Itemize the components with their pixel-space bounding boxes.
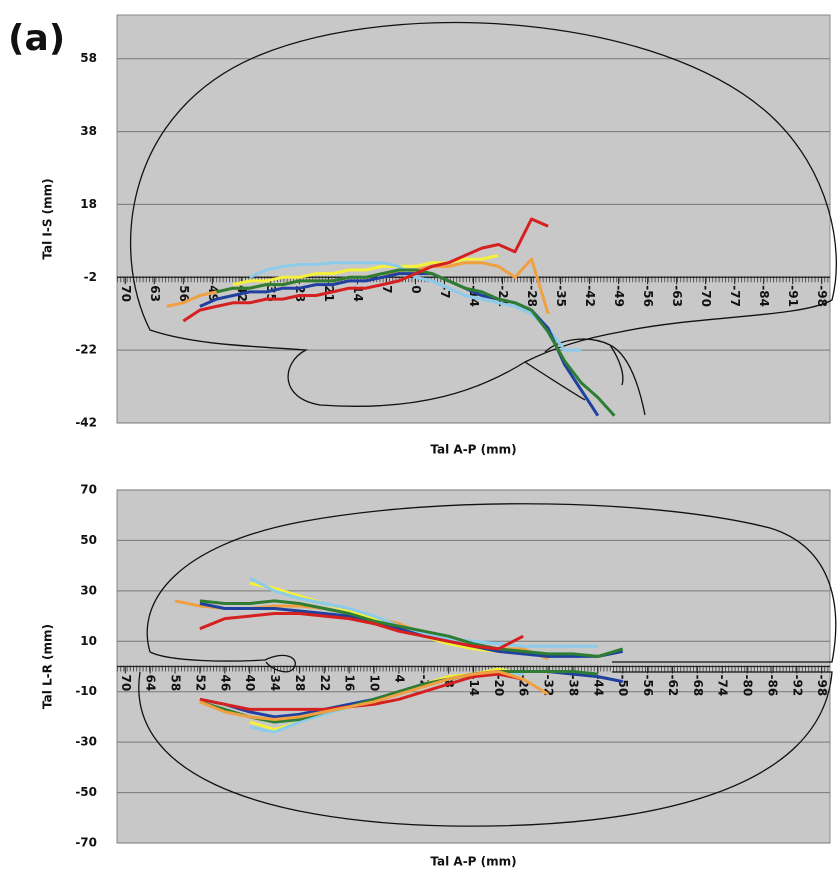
x-tick-label: -14 xyxy=(467,675,481,697)
x-tick-label: 63 xyxy=(148,285,162,302)
y-tick-label: 58 xyxy=(80,51,97,65)
x-tick-label: 40 xyxy=(243,675,257,692)
y-tick-label: -50 xyxy=(75,785,97,799)
x-tick-label: -68 xyxy=(691,675,705,697)
x-tick-label: -98 xyxy=(815,675,829,697)
x-tick-label: 10 xyxy=(368,675,382,692)
x-tick-label: 28 xyxy=(293,675,307,692)
x-tick-label: -84 xyxy=(757,285,771,307)
y-tick-label: -10 xyxy=(75,684,97,698)
axial-upper-outline xyxy=(146,503,837,673)
x-tick-label: 7 xyxy=(380,285,394,293)
x-tick-label: 22 xyxy=(318,675,332,692)
x-tick-label: -92 xyxy=(790,675,804,697)
y-tick-label: 70 xyxy=(80,483,97,497)
y-tick-label: 18 xyxy=(80,197,97,211)
brainstem-outline xyxy=(524,338,646,416)
x-tick-label: 0 xyxy=(409,285,423,293)
y-tick-label: -30 xyxy=(75,735,97,749)
x-tick-label: -91 xyxy=(786,285,800,307)
x-tick-label: -42 xyxy=(583,285,597,307)
y-axis-title: Tal L-R (mm) xyxy=(41,624,55,709)
axial-lower-outline xyxy=(138,671,833,827)
x-tick-label: -56 xyxy=(641,675,655,697)
y-axis-title: Tal I-S (mm) xyxy=(41,178,55,259)
x-tick-label: 16 xyxy=(343,675,357,692)
x-tick-label: 34 xyxy=(268,675,282,692)
data-line xyxy=(249,261,582,352)
data-line xyxy=(199,599,624,658)
x-tick-label: -44 xyxy=(591,675,605,697)
data-line xyxy=(182,217,549,323)
y-tick-label: -2 xyxy=(84,270,97,284)
x-axis-title: Tal A-P (mm) xyxy=(430,443,516,457)
x-tick-label: -86 xyxy=(765,675,779,697)
x-tick-label: 70 xyxy=(119,285,133,302)
y-tick-label: -70 xyxy=(75,836,97,850)
data-line xyxy=(199,670,549,721)
y-tick-label: 38 xyxy=(80,124,97,138)
x-tick-label: -62 xyxy=(666,675,680,697)
brain-outlines xyxy=(129,21,837,827)
x-tick-label: 52 xyxy=(193,675,207,692)
y-tick-label: 30 xyxy=(80,583,97,597)
data-line xyxy=(199,612,524,651)
x-tick-label: -35 xyxy=(554,285,568,307)
x-tick-label: -49 xyxy=(612,285,626,307)
data-line xyxy=(199,670,599,724)
x-tick-label: 4 xyxy=(392,675,406,683)
x-tick-label: 70 xyxy=(119,675,133,692)
plot-background xyxy=(116,14,831,424)
y-tick-label: -42 xyxy=(75,416,97,430)
x-tick-label: -77 xyxy=(728,285,742,307)
sagittal-outline xyxy=(129,21,837,407)
x-tick-label: -38 xyxy=(566,675,580,697)
x-tick-label: 46 xyxy=(218,675,232,692)
x-tick-label: -74 xyxy=(716,675,730,697)
y-tick-label: 10 xyxy=(80,634,97,648)
x-tick-label: 56 xyxy=(177,285,191,302)
x-tick-label: 64 xyxy=(144,675,158,692)
panel-label: (a) xyxy=(8,18,65,59)
y-tick-label: -22 xyxy=(75,343,97,357)
data-line xyxy=(216,268,616,417)
data-line xyxy=(249,576,598,648)
x-tick-label: -56 xyxy=(641,285,655,307)
x-tick-label: -98 xyxy=(815,285,829,307)
y-tick-label: 50 xyxy=(80,533,97,547)
x-tick-label: -28 xyxy=(525,285,539,307)
x-tick-label: -50 xyxy=(616,675,630,697)
x-tick-label: -80 xyxy=(741,675,755,697)
x-tick-label: -20 xyxy=(492,675,506,697)
x-tick-label: -70 xyxy=(699,285,713,307)
x-tick-label: 58 xyxy=(169,675,183,692)
x-tick-label: -63 xyxy=(670,285,684,307)
x-axis-title: Tal A-P (mm) xyxy=(430,855,516,869)
